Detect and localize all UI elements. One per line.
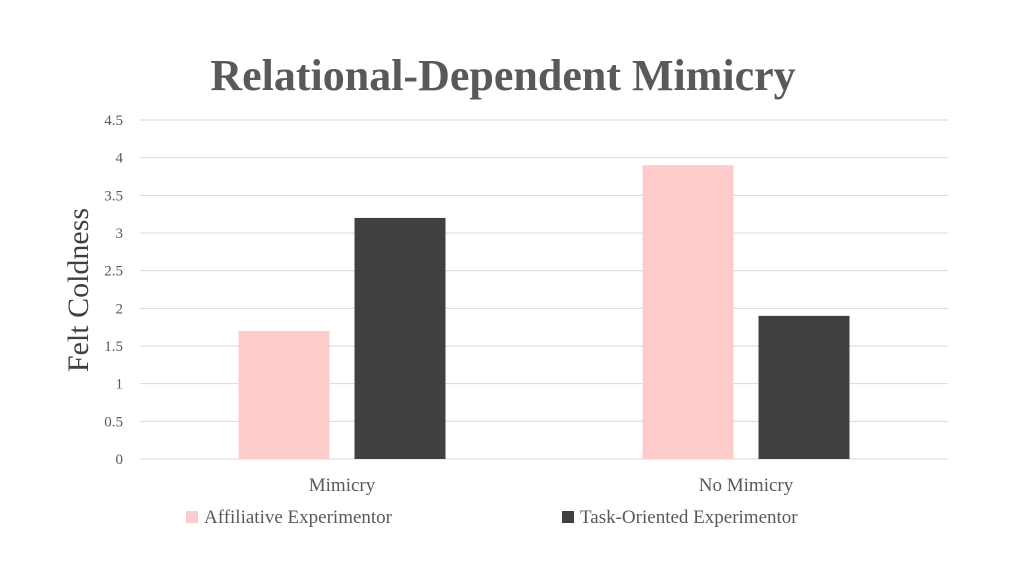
bar xyxy=(354,217,446,459)
bars xyxy=(238,165,850,459)
y-tick-labels: 0 0.5 1 1.5 2 2.5 3 3.5 4 4.5 xyxy=(104,113,123,468)
legend-swatch xyxy=(562,511,574,523)
chart-title: Relational-Dependent Mimicry xyxy=(210,51,795,100)
category-labels: Mimicry No Mimicry xyxy=(309,475,794,496)
y-tick-label: 0.5 xyxy=(104,414,123,430)
y-tick-label: 1 xyxy=(116,377,124,393)
y-tick-label: 3.5 xyxy=(104,188,123,204)
legend-label: Affiliative Experimentor xyxy=(204,507,393,528)
y-tick-label: 1.5 xyxy=(104,339,123,355)
legend: Affiliative Experimentor Task-Oriented Ex… xyxy=(186,507,798,528)
x-category-label: Mimicry xyxy=(309,475,376,496)
y-tick-label: 4.5 xyxy=(104,113,123,129)
y-axis-label: Felt Coldness xyxy=(62,208,95,372)
bar xyxy=(758,315,850,459)
x-category-label: No Mimicry xyxy=(699,475,794,496)
bar xyxy=(642,165,734,459)
y-tick-label: 4 xyxy=(116,151,124,167)
y-tick-label: 2.5 xyxy=(104,264,123,280)
y-tick-label: 2 xyxy=(116,301,124,317)
y-tick-label: 0 xyxy=(116,452,124,468)
legend-label: Task-Oriented Experimentor xyxy=(580,507,798,528)
legend-swatch xyxy=(186,511,198,523)
y-tick-label: 3 xyxy=(116,226,124,242)
bar xyxy=(238,330,330,459)
